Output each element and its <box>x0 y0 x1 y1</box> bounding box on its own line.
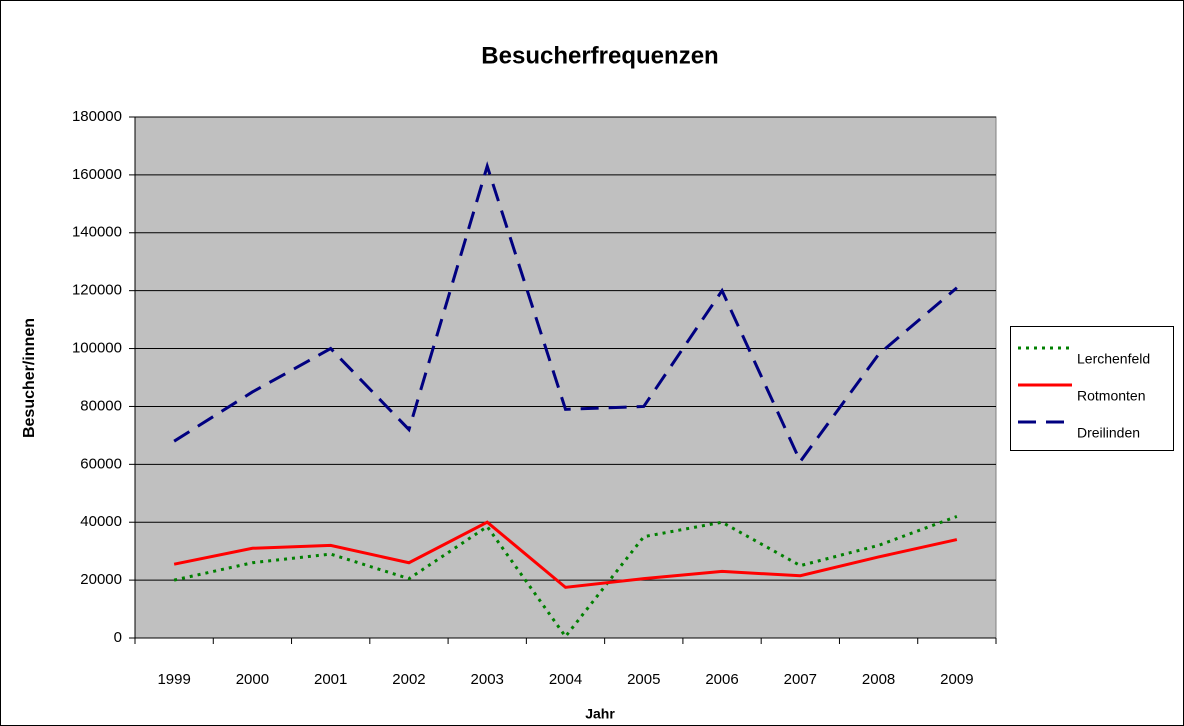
x-tick-label: 2001 <box>314 671 347 688</box>
y-tick-label: 80000 <box>80 397 122 414</box>
chart-title: Besucherfrequenzen <box>481 42 718 69</box>
x-tick-label: 2004 <box>549 671 582 688</box>
legend-label: Lerchenfeld <box>1077 351 1150 367</box>
x-tick-label: 2003 <box>471 671 504 688</box>
x-tick-label: 2007 <box>784 671 817 688</box>
x-tick-label: 2002 <box>392 671 425 688</box>
x-axis-label: Jahr <box>585 706 615 722</box>
y-tick-label: 120000 <box>72 282 122 299</box>
x-tick-label: 1999 <box>157 671 190 688</box>
series-line <box>173 515 958 640</box>
x-tick-label: 2009 <box>940 671 973 688</box>
series-line <box>173 520 958 589</box>
legend <box>1010 326 1174 451</box>
y-tick-label: 160000 <box>72 166 122 183</box>
y-tick-label: 140000 <box>72 224 122 241</box>
y-tick-label: 0 <box>114 629 122 646</box>
series-line <box>173 161 958 465</box>
x-tick-label: 2005 <box>627 671 660 688</box>
y-tick-label: 40000 <box>80 513 122 530</box>
x-tick-label: 2000 <box>236 671 269 688</box>
x-tick-label: 2006 <box>705 671 738 688</box>
y-tick-label: 20000 <box>80 571 122 588</box>
x-tick-label: 2008 <box>862 671 895 688</box>
legend-label: Rotmonten <box>1077 388 1145 404</box>
y-tick-label: 180000 <box>72 108 122 125</box>
y-axis-label: Besucher/innen <box>21 318 38 438</box>
legend-label: Dreilinden <box>1077 425 1140 441</box>
y-tick-label: 100000 <box>72 340 122 357</box>
y-tick-label: 60000 <box>80 455 122 472</box>
